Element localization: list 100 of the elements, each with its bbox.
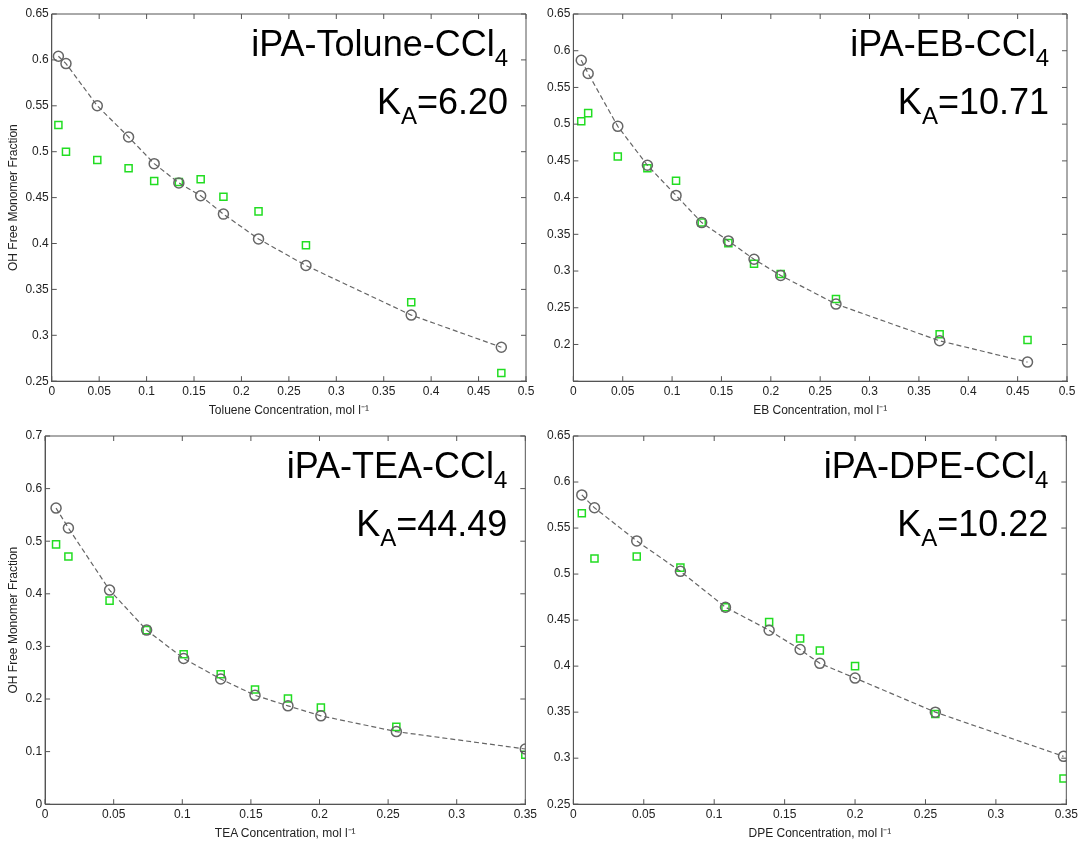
point [763, 624, 775, 636]
y-tick-label: 0.6 [553, 43, 571, 58]
y-tick-label: 0.6 [553, 474, 571, 489]
x-tick-label: 0.3 [861, 383, 879, 398]
y-tick-label: 0.25 [25, 373, 50, 388]
point [831, 294, 841, 304]
point [794, 643, 806, 656]
y-tick-label: 0.4 [553, 189, 571, 204]
point [283, 694, 293, 703]
point [588, 502, 601, 514]
x-tick-label: 0.35 [907, 383, 931, 398]
point [643, 163, 652, 173]
point [316, 703, 326, 712]
x-tick-label: 0.15 [709, 383, 734, 398]
y-tick-label: 0.65 [547, 6, 571, 21]
x-tick-label: 0.4 [959, 383, 977, 398]
point [196, 174, 205, 184]
x-tick-label: 0.5 [517, 383, 535, 398]
point [62, 522, 75, 534]
point [576, 489, 588, 501]
x-tick-label: 0.15 [239, 806, 263, 821]
point [582, 67, 594, 80]
y-tick-label: 0.4 [25, 586, 43, 601]
point [390, 725, 403, 738]
point [814, 657, 826, 670]
y-tick-label: 0.7 [25, 428, 43, 443]
x-tick-label: 0.1 [138, 383, 156, 398]
point [630, 535, 643, 547]
point [179, 650, 188, 659]
point [177, 652, 190, 665]
point [1057, 750, 1067, 763]
point [933, 335, 946, 347]
point [1059, 774, 1067, 783]
x-tick-label: 0.05 [87, 383, 112, 398]
x-tick-label: 0.1 [663, 383, 681, 398]
point [105, 596, 114, 605]
point [216, 669, 225, 679]
point [149, 176, 159, 186]
point [250, 685, 260, 694]
x-tick-label: 0.15 [772, 806, 797, 821]
x-tick-label: 0.35 [1054, 806, 1079, 821]
point [583, 108, 593, 118]
y-tick-label: 0.45 [25, 189, 50, 204]
y-tick-label: 0.4 [32, 235, 50, 250]
x-tick-label: 0.2 [762, 383, 780, 398]
y-tick-label: 0.65 [25, 6, 50, 21]
y-axis-title: OH Free Monomer Fraction [5, 124, 20, 271]
y-tick-label: 0.6 [32, 52, 50, 67]
point [93, 155, 102, 165]
point [52, 50, 65, 62]
y-tick-label: 0.45 [547, 612, 571, 627]
point [54, 120, 63, 130]
point [935, 329, 944, 339]
point [795, 634, 805, 643]
point [1023, 335, 1032, 345]
x-tick-label: 0.2 [846, 806, 864, 821]
x-tick-label: 0.45 [466, 383, 491, 398]
point [61, 147, 71, 156]
point [406, 297, 416, 307]
point [575, 54, 587, 67]
y-tick-label: 0.1 [25, 743, 43, 758]
y-axis-title: OH Free Monomer Fraction [5, 546, 20, 694]
point [405, 309, 417, 321]
point [612, 120, 624, 133]
y-tick-label: 0.3 [25, 638, 43, 653]
y-tick-label: 0.35 [547, 704, 571, 719]
point [670, 189, 682, 202]
y-tick-label: 0.25 [547, 300, 571, 315]
y-tick-label: 0.45 [547, 153, 571, 168]
y-tick-label: 0.6 [25, 480, 43, 495]
x-tick-label: 0.35 [372, 383, 396, 398]
y-tick-label: 0.55 [25, 98, 50, 113]
y-tick-label: 0.65 [547, 428, 571, 443]
x-tick-label: 0.1 [705, 806, 723, 821]
point [577, 509, 587, 518]
y-tick-label: 0.55 [547, 520, 571, 535]
x-tick-label: 0.3 [327, 383, 345, 398]
x-tick-label: 0.05 [102, 806, 126, 821]
y-tick-label: 0.2 [25, 691, 43, 706]
point [249, 689, 261, 702]
point [676, 563, 685, 572]
point [50, 502, 62, 514]
point [674, 565, 687, 578]
point [194, 190, 207, 202]
point [764, 617, 774, 627]
point [60, 57, 72, 70]
point [392, 722, 401, 732]
point [1021, 356, 1034, 368]
point [91, 100, 104, 112]
point [850, 661, 860, 671]
x-tick-label: 0.25 [376, 806, 401, 821]
x-tick-label: 0.3 [987, 806, 1005, 821]
x-tick-label: 0.4 [422, 383, 440, 398]
x-tick-label: 0.05 [632, 806, 656, 821]
point [103, 584, 116, 596]
x-tick-label: 0.25 [808, 383, 833, 398]
x-tick-label: 0.5 [1058, 383, 1076, 398]
point [51, 540, 61, 549]
point [613, 152, 623, 161]
x-tick-label: 0.35 [513, 806, 538, 821]
